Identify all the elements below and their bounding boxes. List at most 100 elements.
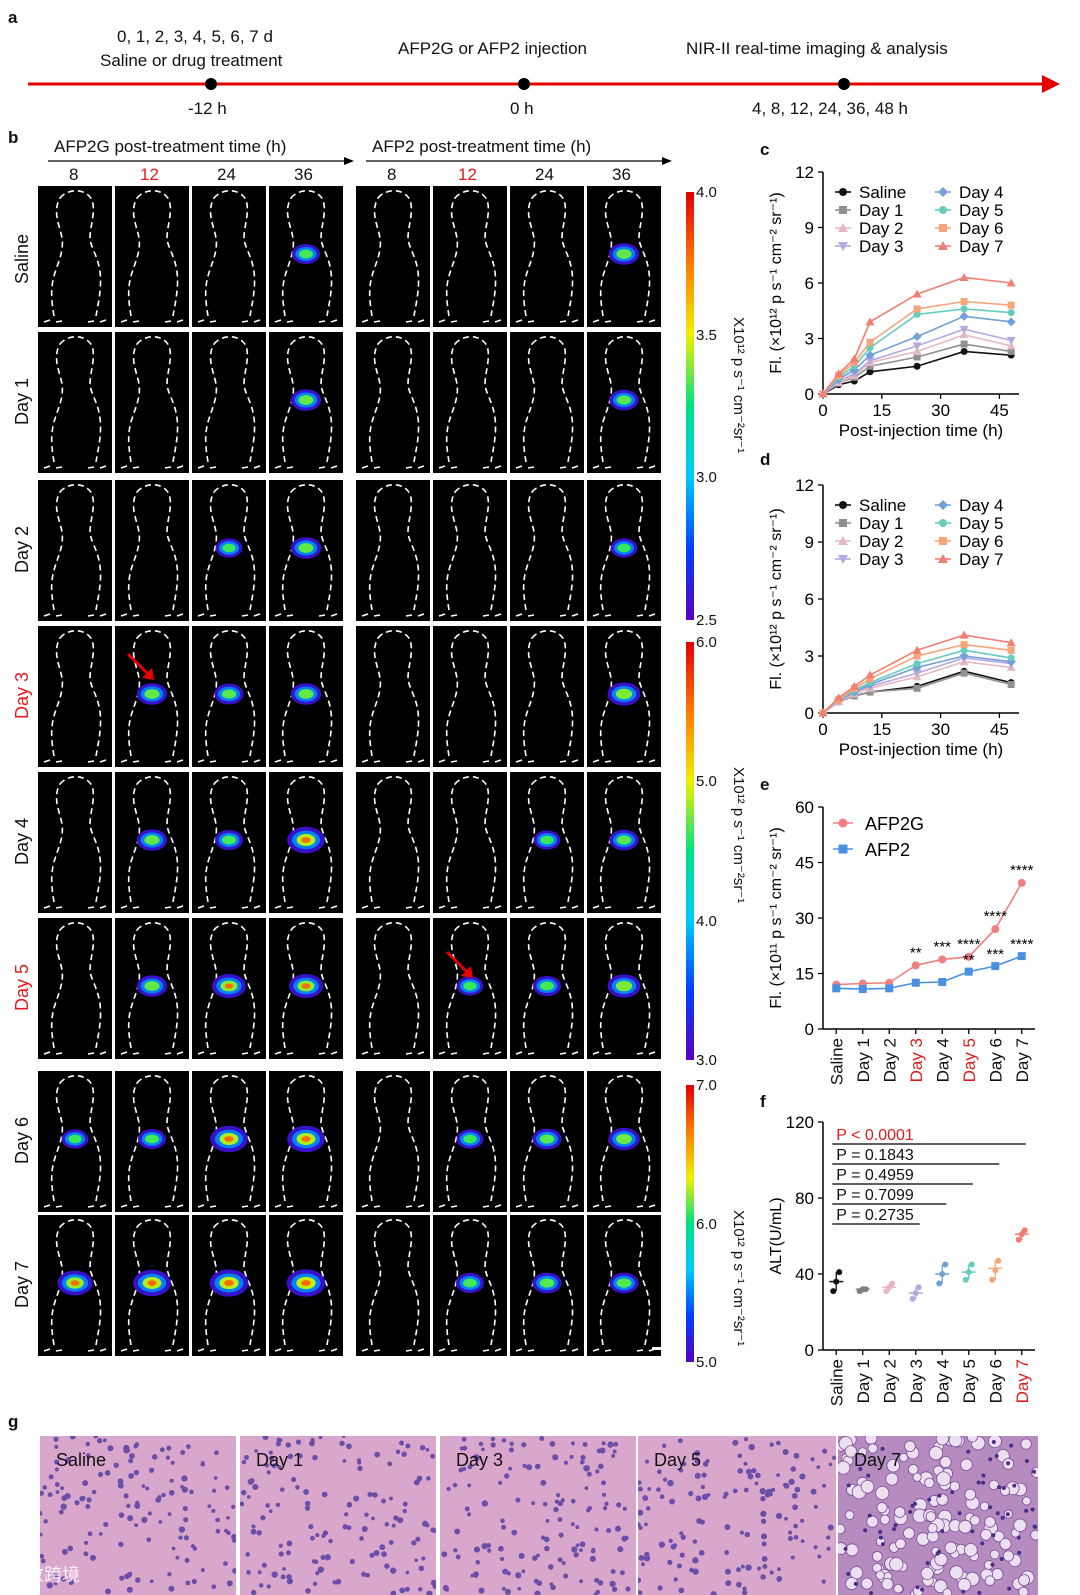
nucleus — [278, 1543, 283, 1548]
timeline-event-1-time: -12 h — [188, 99, 227, 118]
d-xtick-label: 0 — [818, 720, 827, 739]
nucleus — [246, 1495, 251, 1499]
vacuole — [875, 1570, 885, 1580]
nucleus — [84, 1540, 89, 1545]
nucleus — [612, 1449, 617, 1454]
mouse-image — [192, 772, 266, 913]
nucleus — [85, 1503, 91, 1509]
nucleus — [104, 1470, 111, 1476]
nucleus — [732, 1439, 739, 1446]
vacuole — [969, 1515, 981, 1526]
nucleus — [695, 1459, 700, 1464]
d-legend-marker — [938, 554, 948, 563]
nucleus — [602, 1492, 607, 1497]
nucleus — [676, 1563, 682, 1569]
nucleus — [399, 1440, 405, 1446]
mouse-outline — [50, 921, 102, 1049]
nucleus — [91, 1489, 97, 1495]
nucleus — [250, 1528, 257, 1535]
mouse-feet — [120, 905, 184, 909]
nucleus — [250, 1589, 257, 1595]
vacuole — [895, 1538, 907, 1550]
e-significance: **** — [1010, 862, 1034, 879]
nucleus — [118, 1541, 124, 1547]
nucleus — [453, 1548, 458, 1553]
nucleus — [869, 1591, 874, 1595]
vacuole — [925, 1511, 937, 1522]
nucleus — [126, 1503, 131, 1509]
nucleus — [135, 1500, 140, 1505]
c-data-point — [960, 340, 968, 348]
vacuole — [899, 1452, 909, 1463]
nucleus — [200, 1568, 205, 1573]
mouse-outline — [445, 1074, 497, 1202]
nucleus — [545, 1519, 550, 1523]
nucleus — [827, 1524, 834, 1531]
vacuole — [1022, 1496, 1032, 1506]
nucleus — [625, 1586, 631, 1592]
mouse-outline — [368, 483, 420, 611]
mouse-outline-svg — [515, 335, 579, 469]
nucleus — [430, 1453, 436, 1459]
nucleus — [950, 1490, 955, 1495]
nucleus — [616, 1502, 622, 1508]
vacuole — [881, 1577, 894, 1591]
nucleus — [638, 1554, 645, 1561]
nucleus — [663, 1477, 668, 1482]
nucleus — [405, 1443, 411, 1449]
mouse-outline — [50, 629, 102, 757]
signal-core — [224, 1280, 234, 1286]
red-arrow-afp2-day5 — [445, 950, 473, 978]
d-legend-marker — [938, 500, 948, 510]
mouse-outline — [445, 775, 497, 903]
nucleus — [181, 1475, 188, 1482]
nucleus — [800, 1518, 805, 1523]
nucleus — [285, 1442, 291, 1448]
c-xlabel: Post-injection time (h) — [839, 421, 1003, 440]
signal-blob — [298, 543, 314, 553]
nucleus — [619, 1570, 625, 1576]
nucleus — [638, 1577, 642, 1583]
mouse-outline-svg — [43, 775, 107, 909]
nucleus — [642, 1495, 649, 1501]
time-label-12: 12 — [458, 165, 477, 184]
nucleus — [880, 1542, 885, 1547]
signal-core — [147, 1280, 157, 1286]
mouse-outline — [281, 629, 333, 757]
c-data-point — [960, 347, 968, 355]
nucleus — [346, 1501, 353, 1508]
signal-core — [224, 983, 234, 989]
nucleus — [464, 1506, 470, 1512]
nucleus — [504, 1473, 510, 1479]
nucleus — [621, 1535, 628, 1542]
mouse-outline-svg — [361, 335, 425, 469]
d-legend-label: Day 4 — [959, 496, 1003, 515]
mouse-outline — [522, 1074, 574, 1202]
time-label-36: 36 — [612, 165, 631, 184]
mouse-outline-svg — [438, 775, 502, 909]
f-group-1 — [855, 1286, 870, 1295]
vacuole — [924, 1477, 935, 1489]
e-series-line — [836, 955, 1023, 990]
nucleus — [644, 1459, 649, 1464]
nucleus — [168, 1585, 175, 1592]
group-arrow-head — [662, 157, 672, 165]
nucleus — [813, 1545, 818, 1550]
mouse-outline-svg — [438, 483, 502, 617]
vacuole — [1020, 1438, 1032, 1450]
mouse-feet — [592, 905, 656, 909]
nucleus — [696, 1518, 702, 1524]
d-legend-marker — [839, 501, 847, 509]
nucleus — [54, 1444, 59, 1449]
f-ytick-label: 80 — [795, 1189, 814, 1208]
vacuole — [942, 1588, 953, 1595]
c-data-point — [912, 289, 922, 298]
colorbar-1-tick: 4.0 — [696, 912, 717, 930]
c-data-point — [866, 344, 874, 352]
nucleus — [995, 1511, 1000, 1516]
nucleus — [991, 1440, 996, 1445]
f-data-point — [833, 1278, 840, 1285]
nucleus — [988, 1505, 993, 1510]
histology-tile-day-3: Day 3 — [440, 1436, 636, 1595]
nucleus — [266, 1470, 271, 1475]
